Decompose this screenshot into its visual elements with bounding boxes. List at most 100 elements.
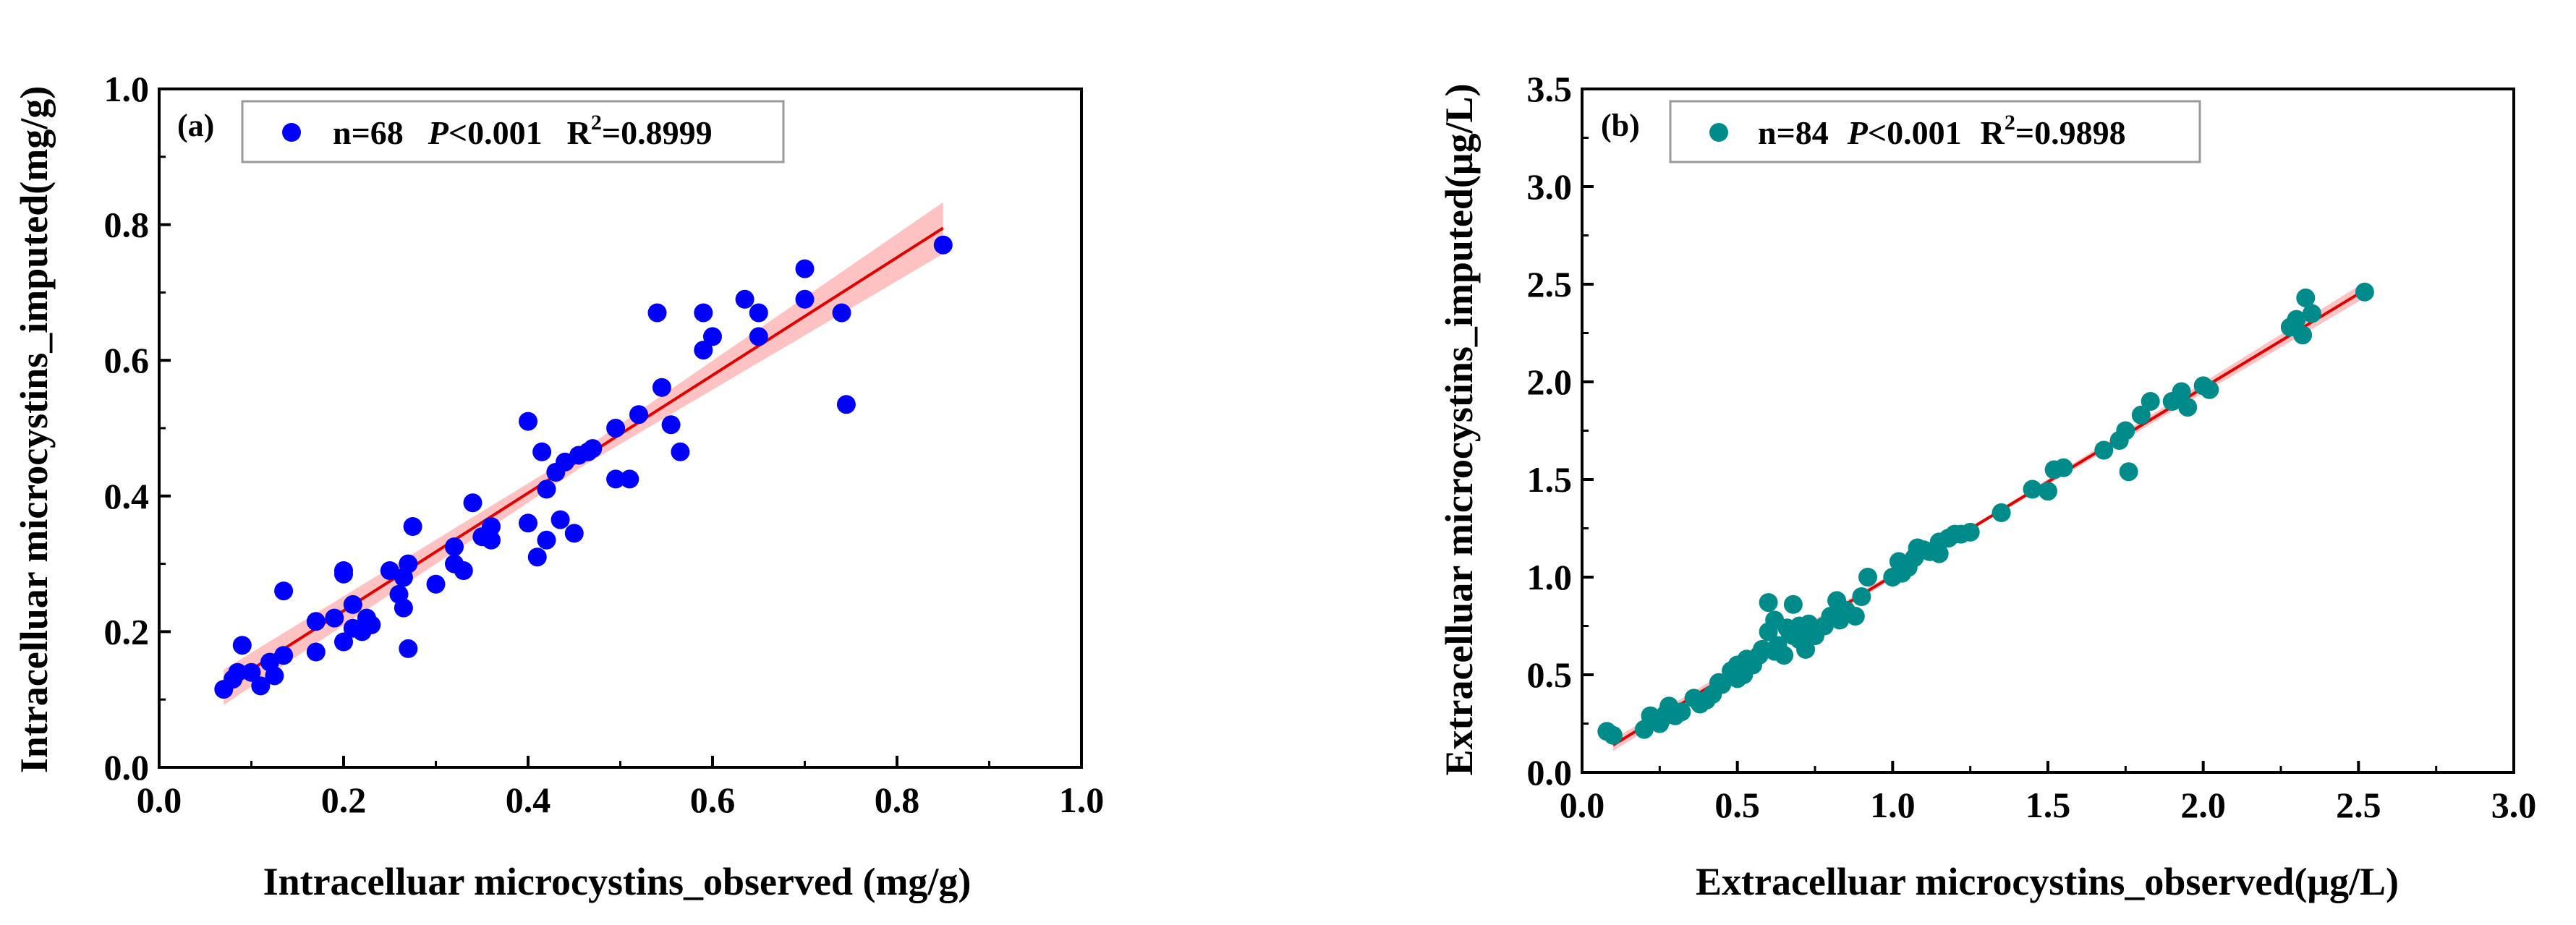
y-axis-title-a: Intracelluar microcystins_imputed(mg/g) — [12, 86, 56, 773]
legend-b: n=84 P<0.001 R2=0.9898 — [1669, 100, 2201, 163]
y-tick-label-b-4: 2.0 — [1527, 362, 1573, 402]
data-point-a-48 — [606, 469, 626, 489]
data-point-a-54 — [671, 442, 690, 461]
data-point-a-6 — [265, 666, 284, 686]
data-point-a-57 — [703, 327, 722, 346]
x-tick-label-b-1: 0.5 — [1714, 785, 1760, 825]
legend-p-rest-b: <0.001 — [1868, 114, 1962, 151]
data-point-b-40 — [1845, 607, 1865, 626]
legend-p-a: P — [428, 114, 449, 151]
x-tick-label-b-3: 1.5 — [2025, 785, 2071, 825]
data-point-a-32 — [482, 517, 501, 536]
y-tick-label-b-2: 1.0 — [1527, 557, 1573, 597]
data-point-a-11 — [325, 608, 344, 628]
scatter-points-a — [214, 235, 953, 699]
x-tick-label-a-5: 1.0 — [1059, 780, 1105, 820]
legend-text-b: n=84 P<0.001 R2=0.9898 — [1758, 111, 2126, 151]
data-point-b-60 — [2094, 440, 2114, 460]
legend-text-a: n=68 P<0.001 R2=0.8999 — [333, 111, 713, 151]
data-point-a-55 — [694, 303, 713, 323]
x-tick-label-a-2: 0.4 — [506, 780, 551, 820]
legend-n-a: n=68 — [333, 114, 404, 151]
legend-r2-value-b: =0.9898 — [2015, 114, 2126, 151]
data-point-a-4 — [251, 676, 271, 696]
data-point-b-77 — [1712, 675, 1732, 694]
data-point-b-42 — [1858, 568, 1877, 587]
x-tick-label-b-6: 3.0 — [2491, 785, 2537, 825]
x-tick-label-a-3: 0.6 — [690, 780, 736, 820]
data-point-b-72 — [2287, 310, 2306, 329]
legend-r-a: R — [567, 114, 592, 151]
data-point-b-57 — [2039, 482, 2057, 501]
data-point-a-49 — [620, 469, 639, 489]
data-point-a-61 — [795, 289, 815, 309]
panel-label-a: (a) — [177, 108, 214, 143]
data-point-a-7 — [274, 581, 294, 601]
data-point-b-41 — [1852, 587, 1871, 606]
legend-box-b — [1669, 100, 2201, 163]
legend-r-b: R — [1981, 114, 2005, 151]
data-point-a-53 — [661, 415, 681, 435]
data-point-a-30 — [463, 493, 483, 513]
data-point-a-50 — [629, 405, 648, 425]
x-tick-label-b-5: 2.5 — [2336, 785, 2381, 825]
y-tick-label-a-4: 0.8 — [104, 205, 150, 245]
data-point-b-83 — [1653, 708, 1672, 728]
data-point-b-65 — [2141, 392, 2160, 411]
data-point-a-10 — [306, 642, 326, 662]
y-tick-label-a-2: 0.4 — [104, 476, 150, 516]
data-point-b-55 — [1991, 503, 2011, 522]
data-point-b-81 — [1892, 563, 1912, 583]
panel-a: 0.0 0.2 0.4 0.6 0.8 1.0 0.0 0.2 0.4 0.6 0.8 1.0 (a)… — [12, 69, 1104, 903]
data-point-b-78 — [1765, 641, 1785, 661]
data-point-a-19 — [362, 615, 381, 634]
x-tick-label-b-4: 2.0 — [2180, 785, 2226, 825]
data-point-a-56 — [694, 341, 713, 360]
legend-box-a — [241, 100, 785, 163]
y-tick-label-b-1: 0.5 — [1527, 655, 1573, 695]
data-point-a-27 — [426, 574, 446, 594]
x-tick-label-a-0: 0.0 — [137, 780, 182, 820]
legend-marker-a — [282, 123, 301, 142]
data-point-b-23 — [1759, 593, 1778, 613]
data-point-b-29 — [1783, 594, 1803, 614]
data-point-a-46 — [583, 439, 603, 459]
ticks-b: 0.0 0.5 1.0 1.5 2.0 2.5 3.0 0.0 0.5 1.0 1.5 2.0 2.5 3… — [1527, 69, 2537, 825]
data-point-a-51 — [647, 303, 667, 323]
data-point-a-59 — [749, 303, 768, 323]
data-point-a-47 — [606, 419, 626, 438]
scatter-points-b — [1597, 282, 2374, 745]
data-point-a-26 — [403, 517, 422, 536]
data-point-b-68 — [2178, 398, 2198, 417]
data-point-b-1 — [1603, 725, 1623, 745]
x-tick-label-b-2: 1.0 — [1870, 785, 1916, 825]
data-point-a-3 — [242, 662, 261, 682]
data-point-a-33 — [482, 530, 501, 550]
data-point-a-52 — [652, 378, 671, 397]
data-point-b-32 — [1796, 639, 1816, 659]
data-point-a-14 — [334, 632, 353, 652]
x-tick-label-a-4: 0.8 — [875, 780, 920, 820]
y-tick-label-a-5: 1.0 — [104, 69, 150, 109]
data-point-a-41 — [551, 510, 570, 529]
data-point-a-28 — [445, 537, 464, 557]
legend-r2-value-a: =0.8999 — [602, 114, 713, 151]
data-point-a-34 — [519, 412, 537, 431]
data-point-a-39 — [537, 479, 556, 499]
data-point-a-62 — [795, 259, 815, 278]
y-tick-label-b-7: 3.5 — [1527, 69, 1573, 109]
y-tick-label-b-3: 1.5 — [1527, 459, 1573, 500]
legend-p-b: P — [1847, 114, 1869, 151]
data-point-b-62 — [2116, 421, 2135, 440]
data-point-a-22 — [394, 598, 413, 618]
y-axis-title-b: Extracelluar microcystins_imputed(μg/L) — [1437, 83, 1481, 775]
legend-p-rest-a: <0.001 — [449, 114, 543, 151]
data-point-a-36 — [527, 547, 547, 567]
y-tick-label-b-5: 2.5 — [1527, 264, 1573, 304]
data-point-a-66 — [228, 662, 247, 682]
data-point-a-58 — [735, 289, 754, 309]
x-axis-title-b: Extracelluar microcystins_observed(μg/L) — [1696, 860, 2399, 903]
data-point-b-80 — [1783, 626, 1803, 645]
data-point-a-15 — [343, 594, 362, 614]
data-point-a-60 — [749, 327, 768, 346]
